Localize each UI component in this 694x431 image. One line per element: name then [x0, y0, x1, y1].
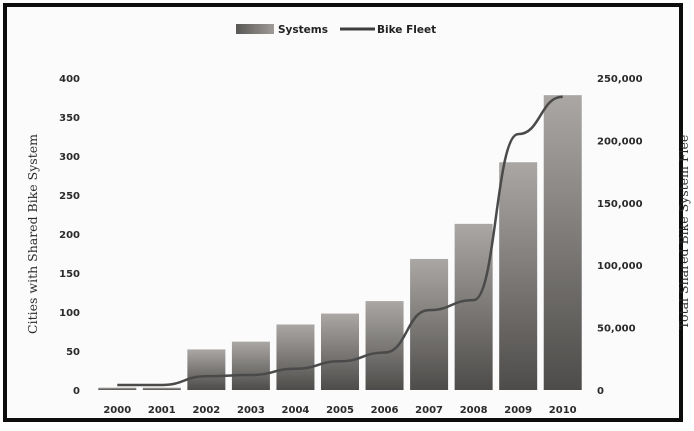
bar-2008 [454, 223, 493, 390]
x-tick-2008: 2008 [460, 405, 488, 416]
bar-2007 [410, 258, 449, 390]
right-tick-250,000: 250,000 [597, 74, 643, 85]
legend-systems-swatch [236, 24, 274, 34]
left-tick-50: 50 [66, 347, 80, 358]
x-tick-2003: 2003 [237, 405, 265, 416]
x-tick-2007: 2007 [415, 405, 443, 416]
left-tick-250: 250 [59, 191, 80, 202]
left-tick-350: 350 [59, 113, 80, 124]
left-axis-title: Cities with Shared Bike System [25, 134, 40, 334]
legend-systems-label: Systems [278, 24, 328, 36]
left-tick-400: 400 [59, 74, 80, 85]
left-axis-ticks: 0 50 100 150 200 250 300 350 400 [59, 74, 80, 397]
bar-2000 [98, 387, 137, 390]
left-tick-100: 100 [59, 308, 80, 319]
bar-2003 [231, 341, 270, 390]
right-tick-0: 0 [597, 386, 604, 397]
x-tick-2004: 2004 [282, 405, 310, 416]
x-axis-ticks: 2000 2001 2002 2003 2004 2005 2006 2007 2008 2009… [103, 405, 576, 416]
right-tick-100,000: 100,000 [597, 261, 643, 272]
right-tick-50,000: 50,000 [597, 324, 636, 335]
bar-2005 [321, 313, 359, 390]
right-axis-title: Total Shared Bike System Flee [676, 135, 691, 330]
bar-2002 [187, 349, 226, 390]
bar-2001 [142, 387, 181, 390]
x-tick-2006: 2006 [371, 405, 399, 416]
right-tick-200,000: 200,000 [597, 136, 643, 147]
x-tick-2005: 2005 [326, 405, 354, 416]
x-tick-2000: 2000 [103, 405, 131, 416]
bar-2009 [499, 162, 538, 390]
x-tick-2002: 2002 [192, 405, 220, 416]
right-axis-ticks: 0 50,000 100,000 150,000 200,000 250,000 [597, 74, 643, 397]
bike-fleet-line [117, 95, 563, 387]
right-tick-150,000: 150,000 [597, 199, 643, 210]
left-tick-0: 0 [73, 386, 80, 397]
left-tick-150: 150 [59, 269, 80, 280]
x-tick-2010: 2010 [549, 405, 577, 416]
legend-bike-fleet-label: Bike Fleet [377, 24, 436, 36]
left-tick-200: 200 [59, 230, 80, 241]
x-tick-2009: 2009 [504, 405, 532, 416]
x-tick-2001: 2001 [148, 405, 176, 416]
bars-systems [98, 95, 582, 390]
legend: Systems Bike Fleet [236, 24, 436, 36]
left-tick-300: 300 [59, 152, 80, 163]
bar-2004 [276, 324, 315, 390]
bar-2010 [543, 95, 582, 390]
line-bike-fleet [117, 95, 563, 387]
